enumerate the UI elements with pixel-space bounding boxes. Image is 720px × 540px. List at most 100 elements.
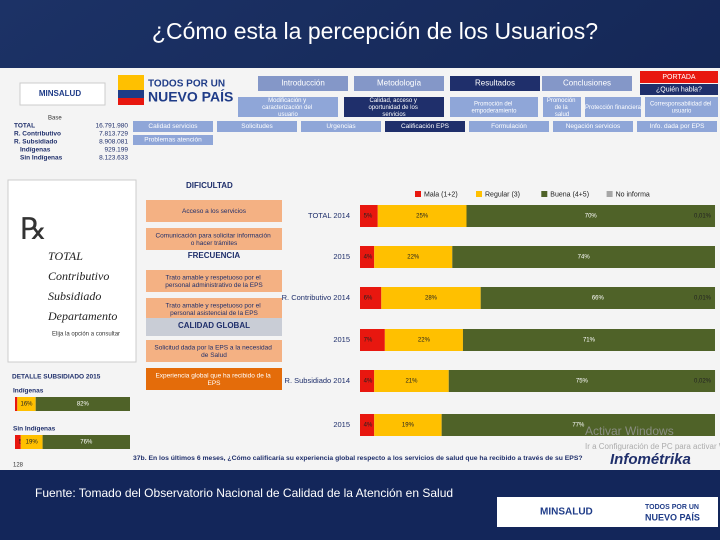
nav-tab xyxy=(640,84,718,95)
logo-box xyxy=(19,82,106,106)
nav-item-label: Problemas atención xyxy=(144,137,202,144)
nav-tab-label: Metodología xyxy=(377,79,422,88)
nav-item xyxy=(385,121,465,132)
nav-tab-label: PORTADA xyxy=(662,74,696,81)
menu-item-label: Trato amable y respetuoso por el persona… xyxy=(166,302,263,317)
category-label: R. Subsidiado 2014 xyxy=(285,376,350,385)
nav-subtab-label: Protección financiera xyxy=(585,105,642,111)
nav-tab-label: Resultados xyxy=(475,79,515,88)
stats-header: Base xyxy=(48,116,62,122)
flag xyxy=(118,90,144,98)
value-label: 71% xyxy=(583,338,596,344)
menu-item-label: Experiencia global que ha recibido de la… xyxy=(155,372,272,387)
bar-segment xyxy=(360,205,378,227)
nav-tab-label: Conclusiones xyxy=(563,79,611,88)
nav-subtab xyxy=(543,97,581,117)
value-label: 66% xyxy=(592,296,605,302)
selector-option: Contributivo xyxy=(48,269,109,283)
nav-subtab xyxy=(450,97,538,117)
value-label: 82% xyxy=(77,402,90,408)
menu-header-box xyxy=(146,318,282,336)
slide-title: ¿Cómo esta la percepción de los Usuarios… xyxy=(152,18,598,44)
menu-header: FRECUENCIA xyxy=(188,251,241,260)
logo-text: TODOS POR UN xyxy=(148,79,225,90)
value-label: 77% xyxy=(572,423,585,429)
bar-segment xyxy=(15,435,21,449)
stats-label: Sin Indígenas xyxy=(20,155,63,162)
menu-item-label: Trato amable y respetuoso por el persona… xyxy=(165,274,263,289)
bar-segment xyxy=(381,287,481,309)
bar-segment xyxy=(374,246,453,268)
value-label: 22% xyxy=(418,338,431,344)
legend-swatch xyxy=(415,191,421,197)
brand: Infométrika xyxy=(610,451,691,468)
flag xyxy=(118,98,144,105)
bar-segment xyxy=(374,370,449,392)
nav-item-label: Urgencias xyxy=(326,123,356,130)
bar-segment xyxy=(360,329,385,351)
nav-subtab-label: Promoción del empoderamiento xyxy=(471,101,517,114)
value-label: 19% xyxy=(402,423,415,429)
rx-icon: ℞ xyxy=(20,213,47,246)
value-label: 25% xyxy=(416,214,429,220)
stats-label: Indígenas xyxy=(20,147,51,154)
value-label: 4% xyxy=(364,379,373,385)
value-label: 19% xyxy=(26,440,39,446)
bar-segment xyxy=(35,397,131,411)
stats-value: 7.813.729 xyxy=(99,131,128,138)
nav-subtab xyxy=(585,97,641,117)
stats-value: 929.199 xyxy=(105,147,129,154)
nav-item xyxy=(133,121,213,132)
menu-item xyxy=(146,340,282,362)
stats-label: R. Contributivo xyxy=(14,131,61,138)
menu-item-label: Solicitud dada por la EPS a la necesidad… xyxy=(154,344,273,359)
legend-swatch xyxy=(541,191,548,197)
bar-segment xyxy=(42,435,130,449)
menu-item xyxy=(146,270,282,292)
logo-text: NUEVO PAÍS xyxy=(148,89,233,105)
nav-item-label: Negación servicios xyxy=(566,123,621,130)
nav-subtab xyxy=(645,97,718,117)
nav-subtab-label: Calidad, acceso y oportunidad de los ser… xyxy=(368,98,419,118)
category-label: Indígenas xyxy=(13,388,44,395)
legend-label: Mala (1+2) xyxy=(424,191,458,198)
category-label: 2015 xyxy=(333,420,350,429)
nav-subtab xyxy=(238,97,338,117)
bar-segment xyxy=(384,329,463,351)
selector-option: TOTAL xyxy=(48,249,83,263)
bar-segment xyxy=(466,205,715,227)
menu-item xyxy=(146,200,282,222)
category-label: TOTAL 2014 xyxy=(308,211,350,220)
chart-title: DETALLE SUBSIDIADO 2015 xyxy=(12,374,101,381)
value-label: 0,01% xyxy=(694,296,712,302)
legend-label: Buena (4+5) xyxy=(550,191,589,198)
value-label: 28% xyxy=(425,296,438,302)
menu-item xyxy=(146,368,282,390)
value-label: 74% xyxy=(578,255,591,261)
logo-text: TODOS POR UN xyxy=(645,504,699,511)
stats-label: R. Subsidiado xyxy=(14,139,57,146)
footer-logos xyxy=(497,497,718,527)
bar-segment xyxy=(360,246,375,268)
stats-value: 8.908.081 xyxy=(99,139,128,146)
bar-segment xyxy=(360,370,375,392)
value-label: 0,01% xyxy=(694,214,712,220)
nav-tab-label: Introducción xyxy=(281,79,325,88)
menu-item xyxy=(146,298,282,320)
value-label: 6% xyxy=(364,296,373,302)
stats-value: 16.791.980 xyxy=(95,123,128,130)
nav-item-label: Calidad servicios xyxy=(148,123,198,130)
stats-label: TOTAL xyxy=(14,123,35,130)
nav-item xyxy=(553,121,633,132)
watermark: Ir a Configuración de PC para activar Wi… xyxy=(585,442,720,451)
value-label: 4% xyxy=(364,255,373,261)
nav-tab-label: ¿Quién habla? xyxy=(656,86,702,93)
logo-text: MINSALUD xyxy=(540,507,593,518)
menu-item-label: Comunicación para solicitar información … xyxy=(155,232,272,247)
value-label: 16% xyxy=(20,402,33,408)
bar-segment xyxy=(360,287,382,309)
logo-text: NUEVO PAÍS xyxy=(645,512,700,522)
selector-option: Departamento xyxy=(47,309,117,323)
nav-item-label: Solicitudes xyxy=(241,123,273,130)
